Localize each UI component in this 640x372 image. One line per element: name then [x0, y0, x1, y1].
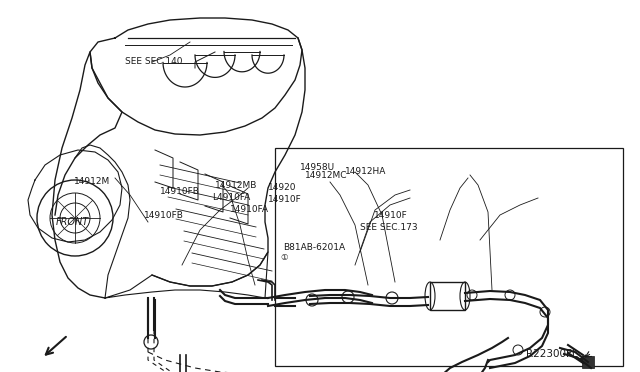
Text: L4910FA: L4910FA — [212, 193, 250, 202]
Text: 14920: 14920 — [268, 183, 296, 192]
Text: 14910FB: 14910FB — [160, 187, 200, 196]
Text: 14912MB: 14912MB — [215, 180, 257, 189]
Text: B81AB-6201A: B81AB-6201A — [283, 244, 345, 253]
Text: FRONT: FRONT — [56, 217, 89, 227]
Text: 14958U: 14958U — [300, 164, 335, 173]
Text: SEE SEC.173: SEE SEC.173 — [360, 224, 418, 232]
Text: ①: ① — [280, 253, 287, 263]
Text: 14912HA: 14912HA — [345, 167, 387, 176]
Bar — [582, 356, 594, 368]
Text: 14910F: 14910F — [374, 211, 408, 219]
Polygon shape — [580, 355, 586, 363]
Text: 14910FB: 14910FB — [144, 211, 184, 219]
Text: 14912M: 14912M — [74, 177, 110, 186]
Text: 14910F: 14910F — [268, 196, 301, 205]
Text: SEE SEC.140: SEE SEC.140 — [125, 58, 182, 67]
Text: 14910FA: 14910FA — [230, 205, 269, 215]
Bar — [430, 282, 465, 310]
Text: R22300FL: R22300FL — [526, 349, 578, 359]
Text: 14912MC: 14912MC — [305, 170, 348, 180]
Bar — [275, 148, 623, 366]
